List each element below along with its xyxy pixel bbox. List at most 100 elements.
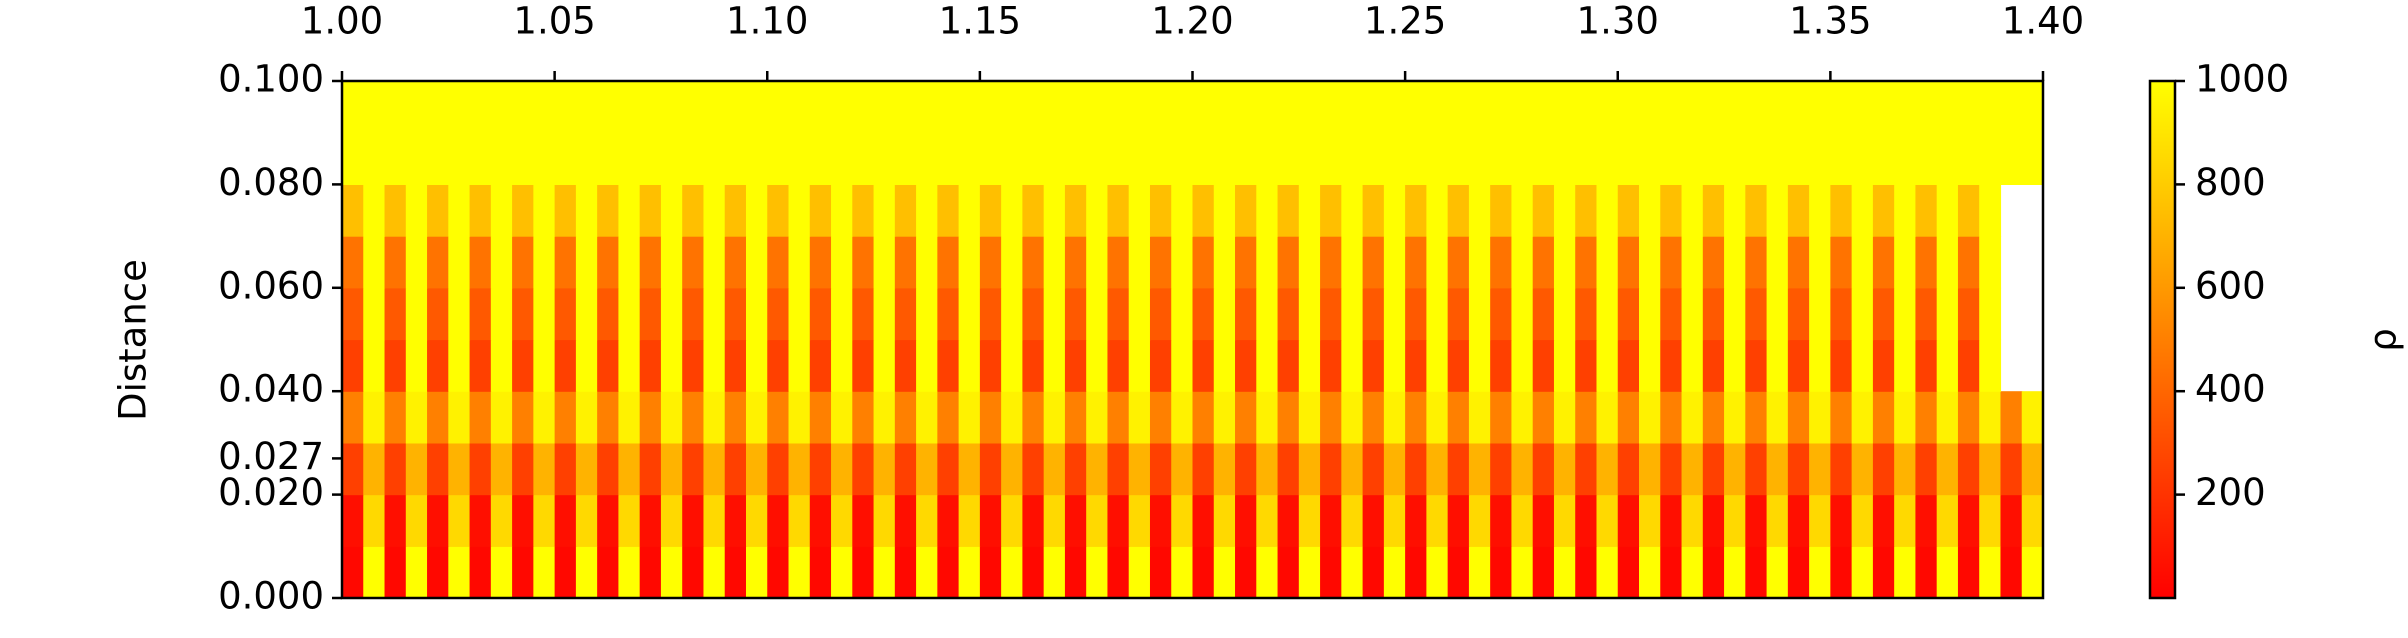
- heatmap-cell: [1022, 339, 1045, 392]
- heatmap-cell: [1511, 287, 1534, 341]
- heatmap-cell: [958, 442, 981, 496]
- heatmap-cell: [469, 236, 492, 289]
- heatmap-cell: [1830, 81, 1853, 134]
- heatmap-cell: [1468, 236, 1491, 289]
- heatmap-cell: [448, 442, 471, 496]
- heatmap-cell: [1553, 391, 1576, 444]
- heatmap-cell: [1468, 184, 1491, 237]
- heatmap-cell: [1426, 339, 1449, 392]
- heatmap-cell: [384, 81, 407, 134]
- heatmap-cell: [639, 339, 662, 392]
- heatmap-cell: [1830, 287, 1853, 341]
- heatmap-cell: [1490, 339, 1513, 392]
- heatmap-cell: [1809, 546, 1831, 599]
- heatmap-cell: [1171, 236, 1194, 289]
- heatmap-cell: [1617, 236, 1640, 289]
- heatmap-cell: [937, 494, 960, 547]
- heatmap-cell: [575, 184, 598, 237]
- heatmap-cell: [703, 287, 726, 341]
- heatmap-cell: [1298, 132, 1321, 185]
- heatmap-cell: [1575, 132, 1598, 185]
- heatmap-cell: [1745, 287, 1768, 341]
- heatmap-cell: [1213, 236, 1236, 289]
- heatmap-cell: [1149, 184, 1172, 237]
- heatmap-cell: [1681, 494, 1704, 547]
- heatmap-cell: [788, 391, 811, 444]
- heatmap-cell: [958, 184, 981, 237]
- heatmap-cell: [1639, 391, 1661, 444]
- heatmap-cell: [660, 546, 683, 599]
- y-tick-label: 0.060: [218, 264, 324, 307]
- heatmap-cell: [1383, 81, 1406, 134]
- heatmap-cell: [639, 236, 662, 289]
- heatmap-cell: [1724, 494, 1746, 547]
- heatmap-cell: [1298, 81, 1321, 134]
- y-tick-label: 0.000: [218, 575, 324, 618]
- heatmap-cell: [979, 81, 1002, 134]
- heatmap-cell: [1660, 236, 1683, 289]
- heatmap-cell: [724, 132, 747, 185]
- heatmap-cell: [1320, 494, 1342, 547]
- heatmap-cell: [894, 184, 917, 237]
- heatmap-cell: [448, 81, 471, 134]
- heatmap-cell: [660, 391, 683, 444]
- heatmap-cell: [1681, 339, 1704, 392]
- heatmap-cell: [1064, 81, 1087, 134]
- heatmap-cell: [1553, 184, 1576, 237]
- heatmap-cell: [1064, 184, 1087, 237]
- heatmap-cell: [490, 494, 513, 547]
- heatmap-cell: [1362, 339, 1385, 392]
- heatmap-cell: [405, 184, 428, 237]
- heatmap-cell: [1320, 236, 1342, 289]
- heatmap-cell: [342, 184, 364, 237]
- heatmap-cell: [873, 442, 896, 496]
- heatmap-cell: [1447, 236, 1470, 289]
- heatmap-cell: [852, 81, 875, 134]
- heatmap-cell: [405, 391, 428, 444]
- heatmap-cell: [363, 494, 386, 547]
- heatmap-cell: [979, 442, 1002, 496]
- heatmap-cell: [363, 391, 386, 444]
- heatmap-cell: [575, 391, 598, 444]
- heatmap-cell: [1383, 391, 1406, 444]
- heatmap-cell: [1702, 494, 1725, 547]
- heatmap-cell: [597, 132, 620, 185]
- heatmap-cell: [1617, 546, 1640, 599]
- heatmap-cell: [1830, 442, 1853, 496]
- heatmap-cell: [703, 184, 726, 237]
- heatmap-cell: [1426, 287, 1449, 341]
- heatmap-cell: [618, 132, 641, 185]
- heatmap-cell: [1936, 236, 1959, 289]
- heatmap-cell: [1022, 132, 1045, 185]
- heatmap-cell: [1490, 81, 1513, 134]
- heatmap-cell: [1383, 442, 1406, 496]
- heatmap-cell: [639, 442, 662, 496]
- heatmap-cell: [894, 236, 917, 289]
- heatmap-cell: [1086, 81, 1109, 134]
- heatmap-cell: [745, 546, 768, 599]
- heatmap-cell: [1702, 236, 1725, 289]
- heatmap-cell: [1553, 442, 1576, 496]
- heatmap-cell: [597, 184, 620, 237]
- heatmap-cell: [1128, 287, 1151, 341]
- heatmap-cell: [1809, 391, 1831, 444]
- heatmap-cell: [1702, 287, 1725, 341]
- heatmap-cell: [1745, 546, 1768, 599]
- heatmap-cell: [660, 494, 683, 547]
- heatmap-cell: [1660, 494, 1683, 547]
- heatmap-cell: [1936, 391, 1959, 444]
- heatmap-cell: [682, 132, 705, 185]
- heatmap-cell: [745, 184, 768, 237]
- heatmap-cell: [1915, 546, 1938, 599]
- heatmap-cell: [1107, 184, 1130, 237]
- colorbar: [2150, 81, 2175, 598]
- heatmap-cell: [512, 494, 534, 547]
- heatmap-cell: [1575, 81, 1598, 134]
- heatmap-cell: [1872, 236, 1895, 289]
- heatmap-cell: [1149, 132, 1172, 185]
- heatmap-cell: [788, 494, 811, 547]
- heatmap-cell: [1341, 494, 1364, 547]
- heatmap-cell: [1128, 132, 1151, 185]
- heatmap-cell: [1872, 184, 1895, 237]
